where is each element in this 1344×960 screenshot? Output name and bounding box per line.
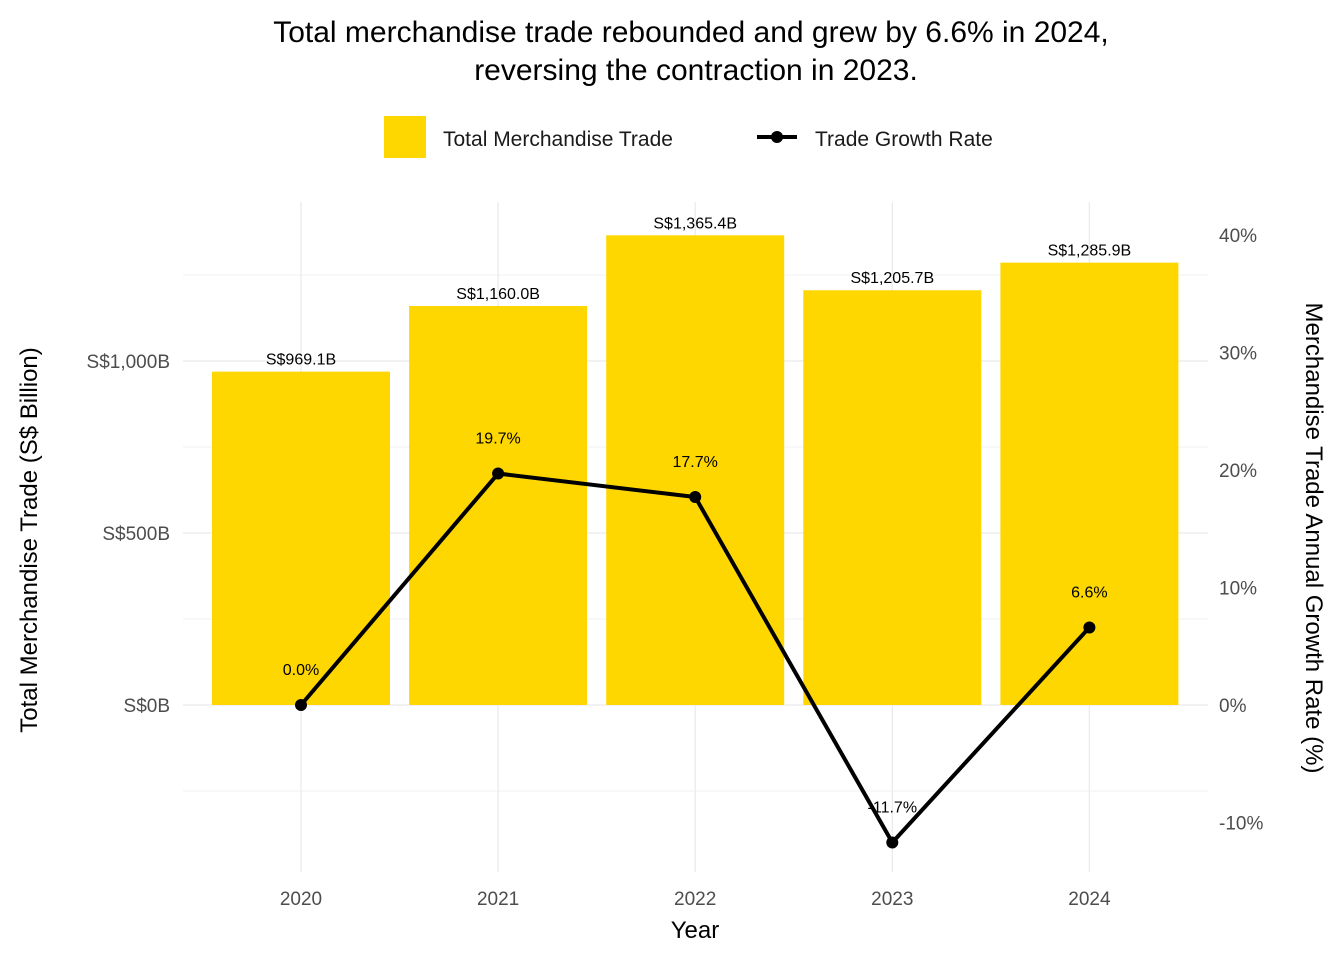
- y-tick-label: S$1,000B: [87, 352, 170, 373]
- growth-point: [492, 467, 505, 480]
- x-tick-label: 2024: [1068, 889, 1111, 910]
- y2-tick-label: 30%: [1219, 344, 1257, 365]
- bar-value-label: S$1,365.4B: [653, 215, 737, 232]
- growth-line-layer: [295, 467, 1096, 849]
- growth-value-label: 19.7%: [475, 431, 520, 448]
- growth-value-label: 0.0%: [283, 662, 319, 679]
- y-axis-title: Total Merchandise Trade (S$ Billion): [16, 347, 43, 733]
- x-axis-ticks: 2020 2021 2022 2023 2024: [280, 889, 1111, 910]
- chart-title-line-1: Total merchandise trade rebounded and gr…: [273, 16, 1109, 49]
- x-tick-label: 2023: [871, 889, 913, 910]
- growth-point: [1083, 621, 1096, 634]
- y-tick-label: S$0B: [124, 696, 170, 717]
- growth-point: [886, 836, 899, 849]
- point-labels: 0.0% 19.7% 17.7% -11.7% 6.6%: [283, 431, 1108, 817]
- growth-point: [295, 699, 307, 711]
- growth-value-label: 17.7%: [673, 454, 718, 471]
- y-tick-label: S$500B: [102, 524, 170, 545]
- bar: [212, 371, 390, 705]
- bars: [212, 235, 1179, 705]
- y2-tick-label: -10%: [1219, 814, 1263, 835]
- y2-tick-label: 20%: [1219, 461, 1257, 482]
- bar-value-label: S$1,285.9B: [1048, 243, 1132, 260]
- legend-key-bars: [384, 116, 426, 158]
- growth-value-label: 6.6%: [1071, 584, 1107, 601]
- bar: [1000, 262, 1179, 705]
- legend: Total Merchandise Trade Trade Growth Rat…: [384, 116, 993, 158]
- y-axis-ticks: S$0B S$500B S$1,000B: [87, 352, 170, 717]
- bar: [803, 290, 982, 705]
- growth-value-label: -11.7%: [868, 799, 918, 816]
- x-tick-label: 2021: [477, 889, 519, 910]
- y2-tick-label: 10%: [1219, 579, 1257, 600]
- chart-title-line-2: reversing the contraction in 2023.: [474, 54, 918, 87]
- y2-axis-ticks: -10% 0% 10% 20% 30% 40%: [1219, 226, 1263, 835]
- bar: [409, 305, 588, 705]
- bar-value-label: S$1,160.0B: [456, 286, 540, 303]
- bar-labels: S$969.1B S$1,160.0B S$1,365.4B S$1,205.7B S$…: [266, 215, 1131, 368]
- x-tick-label: 2020: [280, 889, 322, 910]
- bar-value-label: S$969.1B: [266, 352, 336, 369]
- y2-tick-label: 40%: [1219, 226, 1257, 247]
- legend-key-point: [771, 131, 783, 143]
- legend-label-bars: Total Merchandise Trade: [443, 128, 673, 151]
- legend-label-line: Trade Growth Rate: [815, 128, 993, 151]
- x-axis-title: Year: [671, 917, 720, 944]
- bar-value-label: S$1,205.7B: [850, 270, 934, 287]
- x-tick-label: 2022: [674, 889, 716, 910]
- y2-axis-title: Merchandise Trade Annual Growth Rate (%): [1300, 303, 1327, 774]
- y2-tick-label: 0%: [1219, 696, 1247, 717]
- growth-point: [689, 491, 702, 504]
- bar: [606, 235, 785, 705]
